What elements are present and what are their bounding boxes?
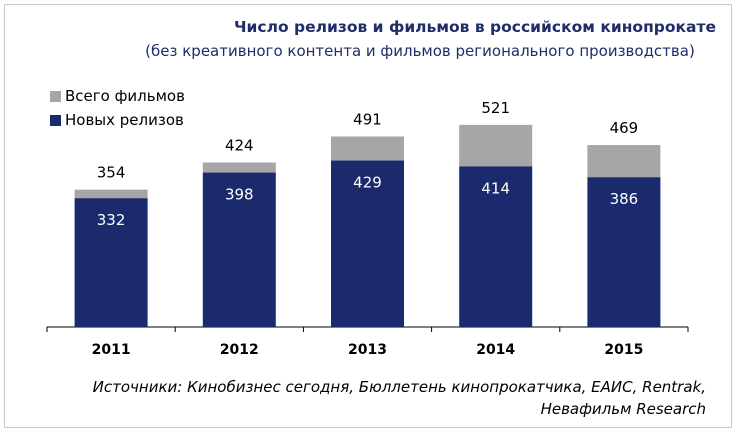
x-tick-label-2014: 2014 [476,342,515,358]
x-tick-label-2012: 2012 [220,342,259,358]
bar-total-2015 [587,145,660,177]
data-label-total-2014: 521 [481,99,510,117]
data-label-new-2013: 429 [353,174,382,192]
data-label-new-2015: 386 [610,190,639,208]
bar-total-2014 [459,125,532,167]
source-note: Источники: Кинобизнес сегодня, Бюллетень… [86,376,706,420]
bar-total-2012 [203,162,276,172]
x-tick-label-2015: 2015 [604,342,643,358]
data-label-total-2015: 469 [610,119,639,137]
x-tick-label-2013: 2013 [348,342,387,358]
bar-total-2013 [331,136,404,160]
data-label-new-2012: 398 [225,186,254,204]
data-label-total-2013: 491 [353,110,382,128]
data-label-new-2014: 414 [481,179,510,197]
bar-total-2011 [75,190,148,199]
data-label-total-2011: 354 [97,164,126,182]
data-label-new-2011: 332 [97,211,126,229]
x-tick-label-2011: 2011 [92,342,131,358]
data-label-total-2012: 424 [225,136,254,154]
bar-chart: 354 332 2011 424 398 2012 491 429 2013 521 414 2014… [0,0,738,436]
